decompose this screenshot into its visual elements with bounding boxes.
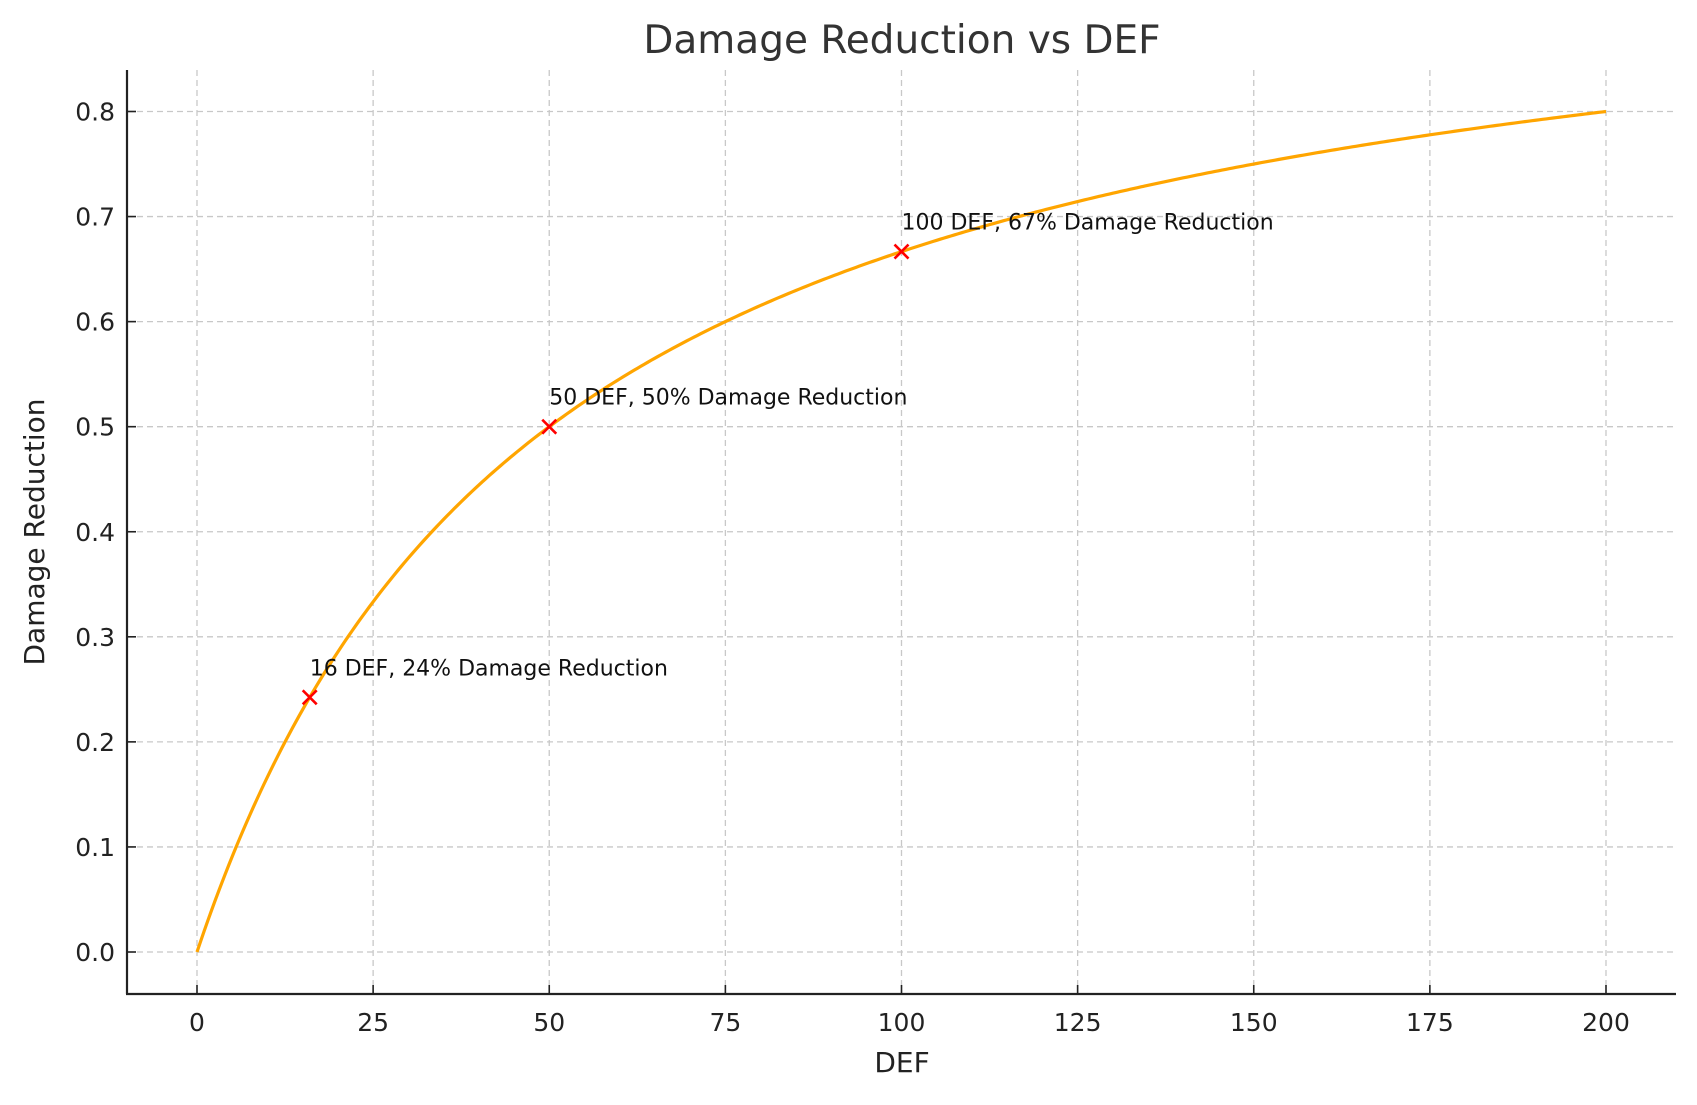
y-tick-label: 0.4: [75, 518, 115, 547]
x-tick-label: 0: [189, 1008, 205, 1037]
y-tick-label: 0.8: [75, 98, 115, 127]
x-tick-label: 50: [533, 1008, 565, 1037]
x-tick-label: 150: [1230, 1008, 1278, 1037]
x-marker-stroke: [893, 243, 910, 260]
x-marker: [893, 243, 910, 260]
chart-title: Damage Reduction vs DEF: [643, 18, 1160, 63]
x-tick-label: 25: [357, 1008, 389, 1037]
x-marker-stroke: [541, 418, 558, 435]
x-axis-label: DEF: [874, 1046, 929, 1079]
y-tick-label: 0.5: [75, 413, 115, 442]
y-tick-label: 0.1: [75, 833, 115, 862]
y-tick-label: 0.3: [75, 623, 115, 652]
markers: 16 DEF, 24% Damage Reduction 50 DEF, 50% …: [301, 211, 1274, 706]
y-tick-label: 0.2: [75, 728, 115, 757]
y-tick-label: 0.6: [75, 308, 115, 337]
x-tick-label: 75: [709, 1008, 741, 1037]
marker-annotation: 50 DEF, 50% Damage Reduction: [549, 386, 907, 411]
x-tick-label: 175: [1406, 1008, 1454, 1037]
grid: [127, 70, 1676, 994]
x-marker: [541, 418, 558, 435]
x-tick-label: 200: [1582, 1008, 1630, 1037]
axes: 0 25 50 75 100 125 150 175 200 0.0 0.1 0.2 0.3 0.4 0.5…: [75, 70, 1676, 1037]
x-marker: [301, 689, 318, 706]
y-axis-label: Damage Reduction: [18, 398, 51, 665]
y-tick-label: 0.7: [75, 203, 115, 232]
x-tick-label: 125: [1054, 1008, 1102, 1037]
x-tick-label: 100: [878, 1008, 926, 1037]
marker-annotation: 100 DEF, 67% Damage Reduction: [902, 211, 1274, 236]
x-marker-stroke: [301, 689, 318, 706]
y-tick-label: 0.0: [75, 938, 115, 967]
marker-annotation: 16 DEF, 24% Damage Reduction: [310, 656, 668, 681]
